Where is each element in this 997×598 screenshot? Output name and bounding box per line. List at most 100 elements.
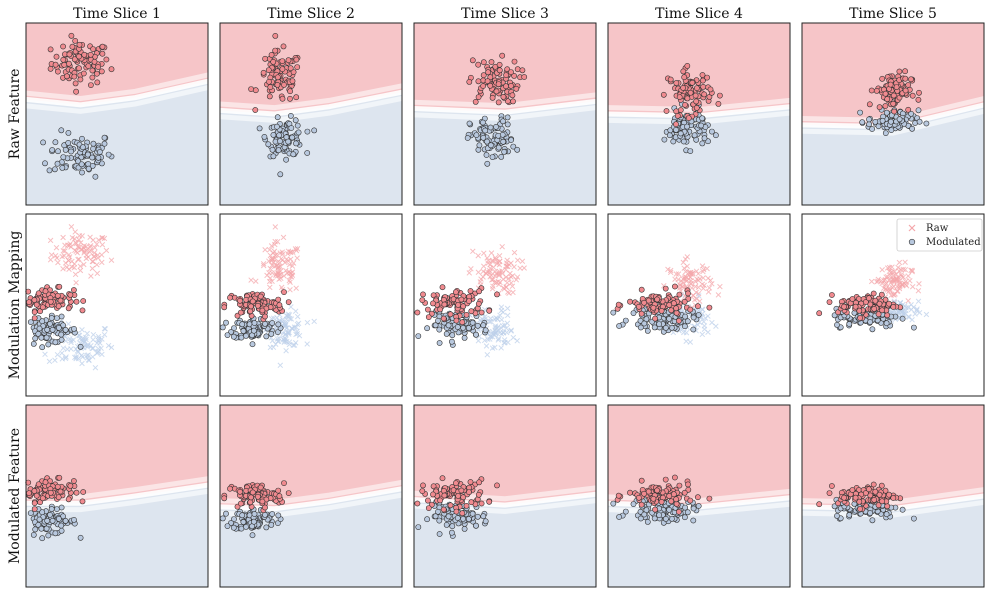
red-point [886, 491, 892, 498]
blue-point [896, 116, 903, 123]
red-point [485, 69, 491, 76]
raw-red-cross [81, 243, 88, 249]
red-point [248, 86, 254, 92]
raw-red-cross [513, 277, 520, 283]
blue-point [435, 508, 441, 515]
red-point [503, 72, 509, 78]
modulated-blue-point [56, 324, 62, 331]
modulated-red-point [249, 298, 256, 305]
blue-point [869, 126, 875, 132]
blue-point [495, 144, 502, 151]
red-point [495, 81, 502, 87]
red-point [453, 508, 460, 515]
red-point [463, 502, 470, 509]
modulated-red-point [414, 309, 421, 316]
raw-red-cross [495, 272, 502, 278]
modulated-red-point [425, 314, 432, 320]
raw-blue-cross [42, 351, 48, 358]
raw-red-cross [281, 273, 287, 279]
modulated-red-point [71, 287, 77, 293]
red-point [695, 494, 701, 501]
raw-red-cross [66, 242, 73, 249]
red-point [689, 79, 696, 86]
modulated-red-point [55, 303, 62, 310]
raw-blue-cross [76, 332, 83, 339]
modulated-blue-point [482, 327, 489, 334]
blue-point [695, 503, 702, 509]
red-point [480, 59, 487, 66]
raw-red-cross [287, 279, 293, 285]
blue-point [256, 125, 263, 132]
decision-region [220, 23, 402, 205]
red-point [896, 68, 903, 75]
modulated-blue-point [47, 320, 53, 327]
modulated-red-point [638, 286, 645, 293]
modulated-blue-point [436, 326, 443, 333]
red-point [513, 85, 520, 92]
blue-point [97, 149, 103, 155]
raw-red-cross [87, 243, 94, 249]
red-point [47, 489, 54, 496]
blue-point [58, 522, 65, 529]
panel-modulation-mapping-slice-3 [413, 213, 597, 397]
raw-blue-cross [85, 342, 91, 349]
blue-point [52, 139, 59, 146]
raw-red-cross [61, 253, 67, 259]
modulated-red-point [31, 297, 38, 303]
modulated-blue-point [231, 325, 237, 331]
blue-point [866, 121, 872, 128]
raw-blue-cross [85, 356, 92, 363]
blue-point [493, 124, 499, 130]
blue-point [249, 532, 256, 539]
red-point [879, 75, 886, 82]
blue-point [224, 523, 231, 529]
raw-red-cross [266, 270, 272, 276]
red-point [849, 487, 856, 493]
modulated-blue-point [54, 315, 60, 321]
red-point [289, 78, 296, 84]
blue-point [71, 517, 77, 523]
modulated-red-point [636, 303, 642, 310]
blue-point [270, 153, 277, 160]
blue-point [59, 164, 66, 171]
raw-red-cross [71, 264, 78, 271]
blue-point [510, 143, 517, 150]
red-point [285, 57, 292, 64]
raw-red-cross [273, 251, 280, 258]
blue-point [58, 127, 65, 134]
modulated-blue-point [651, 324, 658, 331]
modulated-blue-point [610, 309, 617, 316]
red-point [53, 53, 60, 60]
red-point [884, 96, 891, 102]
red-point [902, 68, 908, 75]
modulated-blue-point [43, 334, 50, 341]
raw-red-cross [503, 263, 509, 269]
modulated-blue-point [240, 328, 247, 334]
blue-point [92, 173, 99, 180]
boundary-band-upper [220, 83, 402, 111]
red-point [95, 64, 101, 70]
modulated-red-point [673, 305, 679, 312]
red-point [76, 53, 82, 60]
red-point [276, 493, 283, 499]
raw-blue-cross [508, 328, 514, 334]
red-point [279, 58, 286, 64]
red-point [494, 482, 500, 489]
blue-point [52, 166, 58, 173]
modulated-red-point [248, 303, 254, 310]
raw-red-cross [267, 275, 274, 281]
modulated-blue-point [656, 321, 662, 327]
modulated-red-point [39, 304, 46, 311]
blue-point [52, 530, 59, 537]
blue-point [508, 137, 514, 143]
blue-point [270, 131, 277, 138]
column-title-3: Time Slice 3 [461, 6, 549, 22]
red-point [638, 501, 645, 508]
red-point [687, 497, 694, 504]
red-point [72, 80, 79, 87]
raw-red-cross [521, 265, 527, 271]
blue-point [54, 160, 61, 167]
red-point [248, 494, 254, 501]
raw-red-cross [262, 247, 268, 253]
red-point [252, 107, 259, 113]
